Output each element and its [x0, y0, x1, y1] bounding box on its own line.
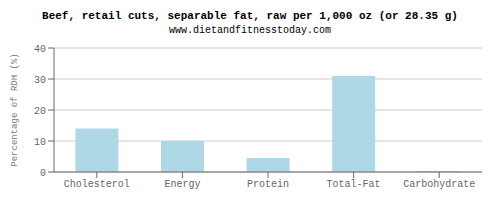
svg-text:Total-Fat: Total-Fat	[327, 179, 381, 190]
svg-text:10: 10	[34, 137, 46, 148]
svg-text:Protein: Protein	[247, 179, 289, 190]
html-text:Beef, retail cuts, separable f: Beef, retail cuts, separable fat, raw pe…	[42, 10, 458, 22]
svg-text:20: 20	[34, 106, 46, 117]
svg-text:Cholesterol: Cholesterol	[64, 179, 130, 190]
svg-text:Energy: Energy	[164, 179, 200, 190]
svg-text:0: 0	[40, 168, 46, 179]
html-text:www.dietandfitnesstoday.com: www.dietandfitnesstoday.com	[169, 25, 331, 36]
svg-text:Carbohydrate: Carbohydrate	[403, 179, 475, 190]
svg-text:30: 30	[34, 75, 46, 86]
svg-text:40: 40	[34, 44, 46, 55]
svg-text:Percentage of RDH (%): Percentage of RDH (%)	[10, 53, 20, 166]
